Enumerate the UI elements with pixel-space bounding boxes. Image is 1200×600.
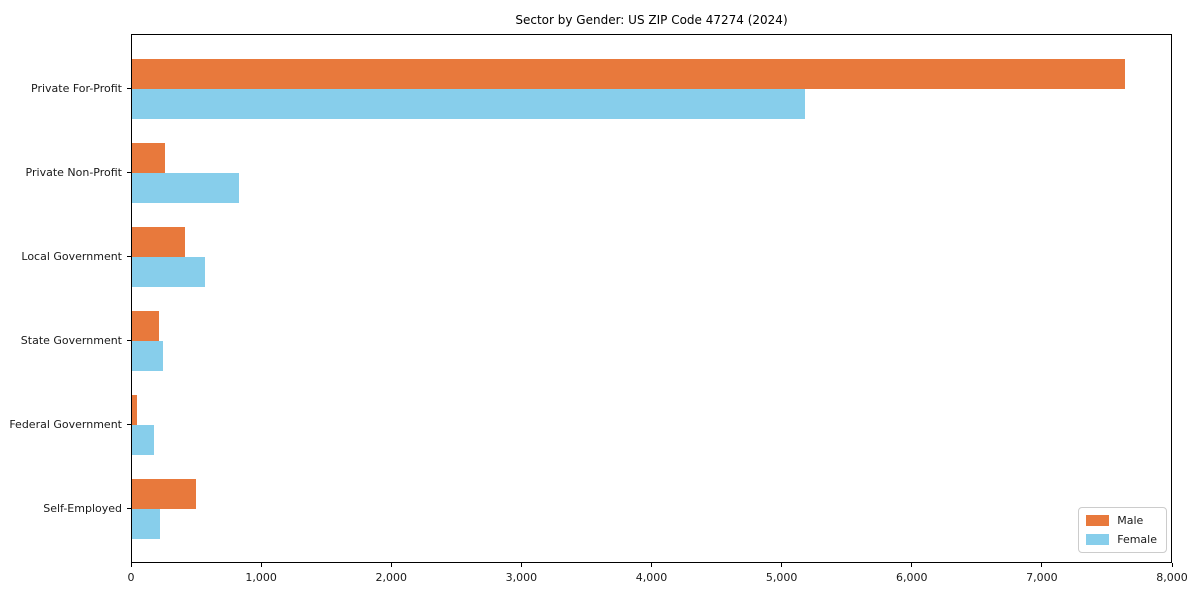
y-tick-label-1: Private Non-Profit [25,165,122,179]
y-tick-mark-3 [127,339,131,341]
bar-female-3 [132,341,163,371]
y-tick-mark-1 [127,171,131,173]
legend-entry-male: Male [1086,514,1157,527]
x-tick-label-6: 6,000 [896,571,928,584]
bar-male-3 [132,311,159,341]
x-tick-mark-2 [390,563,392,567]
x-tick-mark-7 [1041,563,1043,567]
x-tick-mark-5 [781,563,783,567]
y-tick-mark-4 [127,423,131,425]
y-tick-mark-0 [127,87,131,89]
chart-title: Sector by Gender: US ZIP Code 47274 (202… [515,13,788,27]
bar-female-0 [132,89,805,119]
x-tick-label-7: 7,000 [1026,571,1058,584]
bar-male-0 [132,59,1125,89]
y-tick-label-2: Local Government [21,249,122,263]
bar-male-2 [132,227,186,257]
legend-swatch-female [1086,534,1110,545]
x-tick-label-5: 5,000 [765,571,798,584]
bars-layer [132,35,1171,562]
y-tick-label-4: Federal Government [9,417,122,431]
x-tick-label-8: 8,000 [1156,571,1188,584]
bar-female-1 [132,173,239,203]
bar-male-4 [132,395,138,425]
bar-female-4 [132,425,155,455]
y-tick-label-5: Self-Employed [43,501,122,515]
x-tick-mark-6 [911,563,913,567]
bar-female-2 [132,257,205,287]
x-tick-label-1: 1,000 [245,571,277,584]
legend-label-female: Female [1117,533,1157,546]
x-tick-mark-0 [130,563,132,567]
legend-label-male: Male [1117,514,1144,527]
x-tick-label-3: 3,000 [505,571,538,584]
legend-entry-female: Female [1086,533,1157,546]
plot-area: Male Female [131,34,1172,563]
x-tick-label-2: 2,000 [375,571,408,584]
y-tick-label-3: State Government [20,333,122,347]
y-tick-label-0: Private For-Profit [31,81,122,95]
bar-female-5 [132,509,160,539]
bar-male-5 [132,479,197,509]
y-tick-mark-2 [127,255,131,257]
legend: Male Female [1078,507,1167,553]
y-tick-mark-5 [127,507,131,509]
x-tick-mark-8 [1171,563,1173,567]
bar-male-1 [132,143,165,173]
x-tick-mark-4 [651,563,652,567]
x-tick-label-0: 0 [127,571,135,584]
x-tick-label-4: 4,000 [635,571,668,584]
legend-swatch-male [1086,515,1110,526]
x-tick-mark-3 [520,563,522,567]
x-tick-mark-1 [260,563,262,567]
